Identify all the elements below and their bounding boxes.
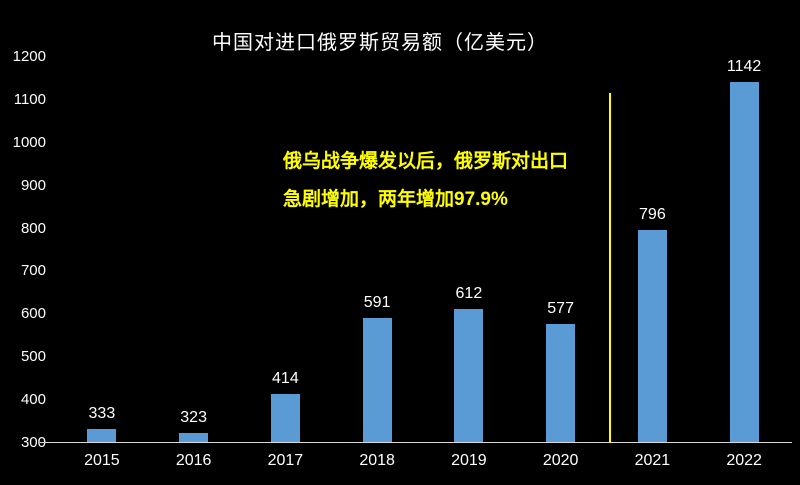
x-axis-label-2019: 2019 (451, 452, 487, 469)
bar-2018 (362, 318, 392, 443)
bar-2016 (179, 433, 209, 443)
annotation-line-2: 急剧增加，两年增加97.9% (283, 189, 508, 210)
x-axis-label-2018: 2018 (359, 452, 395, 469)
y-axis-label: 800 (20, 219, 46, 237)
y-axis-label: 600 (20, 305, 46, 323)
bar-2019 (454, 309, 484, 443)
y-axis-label: 500 (20, 348, 46, 366)
y-axis-label: 400 (20, 391, 46, 409)
value-label-2016: 323 (180, 409, 207, 427)
y-axis-label: 1200 (12, 48, 46, 65)
chart-title: 中国对进口俄罗斯贸易额（亿美元） (212, 32, 548, 54)
bar-2021 (637, 230, 667, 443)
war-divider-line (609, 93, 611, 443)
x-axis-label-2015: 2015 (84, 452, 120, 469)
bar-2022 (729, 81, 759, 443)
value-label-2021: 796 (639, 206, 666, 224)
x-axis-label-2016: 2016 (175, 452, 212, 469)
value-label-2020: 577 (547, 300, 574, 318)
value-label-2017: 414 (272, 370, 299, 388)
x-axis-label-2017: 2017 (267, 452, 304, 469)
y-axis-label: 1100 (13, 90, 46, 108)
value-label-2019: 612 (455, 285, 483, 303)
y-axis-label: 300 (20, 434, 46, 451)
y-axis-label: 900 (20, 176, 46, 194)
bar-2015 (87, 428, 117, 443)
y-axis-label: 700 (20, 262, 46, 280)
x-axis-label-2022: 2022 (726, 452, 762, 469)
y-axis-label: 1000 (12, 133, 46, 151)
value-label-2018: 591 (363, 294, 391, 312)
bar-2017 (270, 394, 300, 443)
bar-2020 (546, 324, 576, 443)
x-axis-label-2020: 2020 (542, 452, 579, 469)
value-label-2022: 1142 (726, 57, 762, 75)
value-label-2015: 333 (88, 404, 116, 422)
y-axis: 300 400 500 600 700 800 900 1000 1100 1200 (0, 0, 46, 485)
annotation-text: 俄乌战争爆发以后，俄罗斯对出口 急剧增加，两年增加97.9% (283, 143, 568, 219)
x-axis-label-2021: 2021 (634, 452, 671, 469)
annotation-line-1: 俄乌战争爆发以后，俄罗斯对出口 (283, 151, 569, 172)
x-axis-line (40, 442, 792, 443)
